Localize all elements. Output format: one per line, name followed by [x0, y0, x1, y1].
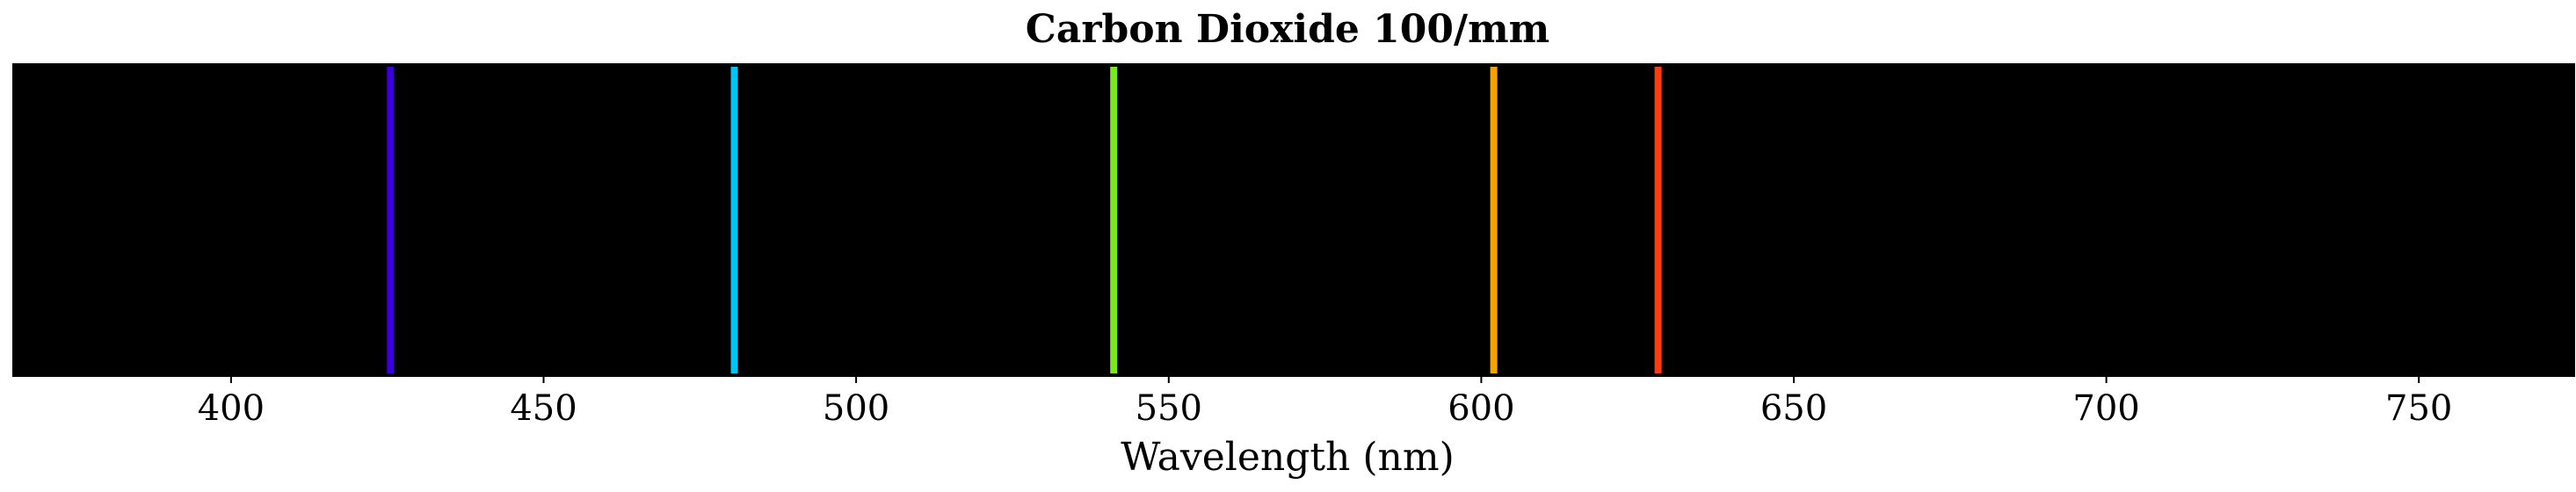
emission-line-2: [730, 67, 738, 373]
x-tick-label: 450: [510, 388, 577, 429]
x-axis-label: Wavelength (nm): [1121, 435, 1455, 480]
x-tick-label: 500: [823, 388, 889, 429]
emission-line-1: [387, 67, 395, 373]
x-tick-label: 750: [2385, 388, 2452, 429]
emission-line-3: [1110, 67, 1118, 373]
x-tick-label: 600: [1448, 388, 1514, 429]
emission-lines: [387, 67, 1662, 373]
emission-line-5: [1654, 67, 1662, 373]
x-tick-label: 550: [1136, 388, 1202, 429]
emission-line-4: [1490, 67, 1498, 373]
chart-title: Carbon Dioxide 100/mm: [1026, 7, 1549, 52]
x-tick-label: 400: [198, 388, 265, 429]
spectrum-plot-area: [12, 63, 2575, 377]
x-tick-label: 700: [2072, 388, 2139, 429]
x-axis-ticks: 400 450 500 550 600 650 700 750: [198, 377, 2452, 429]
x-tick-label: 650: [1760, 388, 1827, 429]
